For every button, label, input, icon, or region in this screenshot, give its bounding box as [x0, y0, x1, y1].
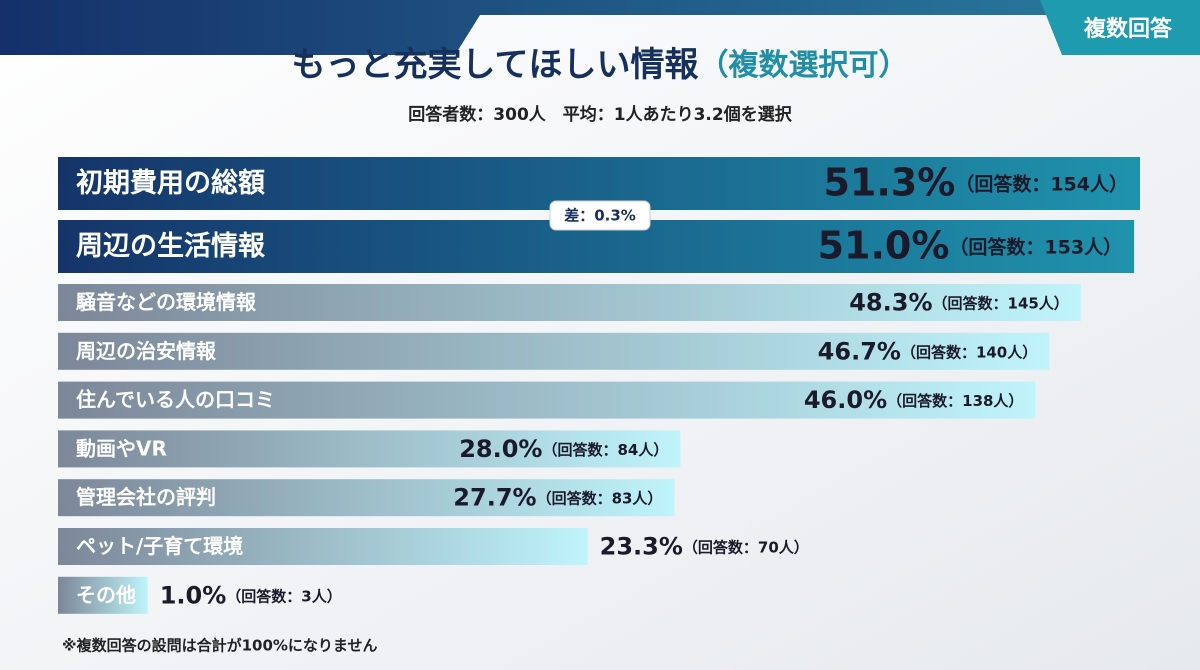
count-text: （回答数：83人）	[537, 489, 663, 507]
count-text: （回答数：145人）	[933, 294, 1069, 312]
count-text: （回答数：153人）	[949, 235, 1122, 258]
category-label: その他	[76, 583, 136, 607]
category-label: 動画やVR	[76, 436, 167, 460]
value-label: 27.7%（回答数：83人）	[453, 484, 662, 512]
badge-bg	[1040, 0, 1200, 55]
count-text: （回答数：140人）	[901, 343, 1037, 361]
bar	[58, 381, 1036, 419]
value-label: 51.0%（回答数：153人）	[818, 223, 1123, 267]
value-text: 46.7%	[818, 337, 901, 365]
count-text: （回答数：84人）	[542, 440, 668, 458]
category-label: 管理会社の評判	[76, 485, 216, 509]
bar	[58, 284, 1081, 321]
category-label: 住んでいる人の口コミ	[76, 388, 275, 412]
value-text: 27.7%	[453, 484, 536, 512]
annotation-bg	[549, 200, 651, 231]
badge: 複数回答	[1084, 16, 1173, 42]
value-text: 51.0%	[818, 223, 950, 267]
category-label: 騒音などの環境情報	[75, 290, 257, 314]
value-text: 23.3%	[600, 533, 683, 561]
count-text: （回答数：70人）	[683, 538, 809, 556]
header-band	[0, 0, 1200, 55]
value-label: 28.0%（回答数：84人）	[459, 435, 668, 463]
category-label: 周辺の生活情報	[76, 231, 266, 262]
annotation: 差：0.3%	[564, 207, 636, 225]
value-label: 46.0%（回答数：138人）	[804, 386, 1024, 414]
value-label: 51.3%（回答数：154人）	[823, 160, 1128, 204]
value-text: 1.0%	[160, 581, 227, 609]
value-label: 23.3%（回答数：70人）	[600, 533, 809, 561]
count-text: （回答数：154人）	[955, 172, 1128, 195]
subtitle: 回答者数：300人 平均：1人あたり3.2個を選択	[408, 104, 792, 125]
footnote: ※複数回答の設問は合計が100%になりません	[62, 637, 377, 655]
value-text: 51.3%	[823, 160, 955, 204]
value-label: 48.3%（回答数：145人）	[849, 289, 1069, 317]
category-label: ペット/子育て環境	[76, 534, 243, 558]
bar	[58, 479, 675, 517]
value-text: 28.0%	[459, 435, 542, 463]
count-text: （回答数：138人）	[887, 392, 1023, 410]
value-label: 1.0%（回答数：3人）	[160, 581, 342, 609]
value-text: 48.3%	[849, 289, 932, 317]
bar	[58, 528, 588, 565]
bar	[58, 576, 148, 614]
category-label: 周辺の治安情報	[76, 339, 217, 363]
bar	[58, 430, 681, 468]
count-text: （回答数：3人）	[226, 587, 341, 605]
value-label: 46.7%（回答数：140人）	[818, 337, 1038, 365]
chart-title: もっと充実してほしい情報（複数選択可）	[292, 45, 909, 85]
value-text: 46.0%	[804, 386, 887, 414]
category-label: 初期費用の総額	[76, 167, 265, 199]
bar	[58, 332, 1050, 370]
